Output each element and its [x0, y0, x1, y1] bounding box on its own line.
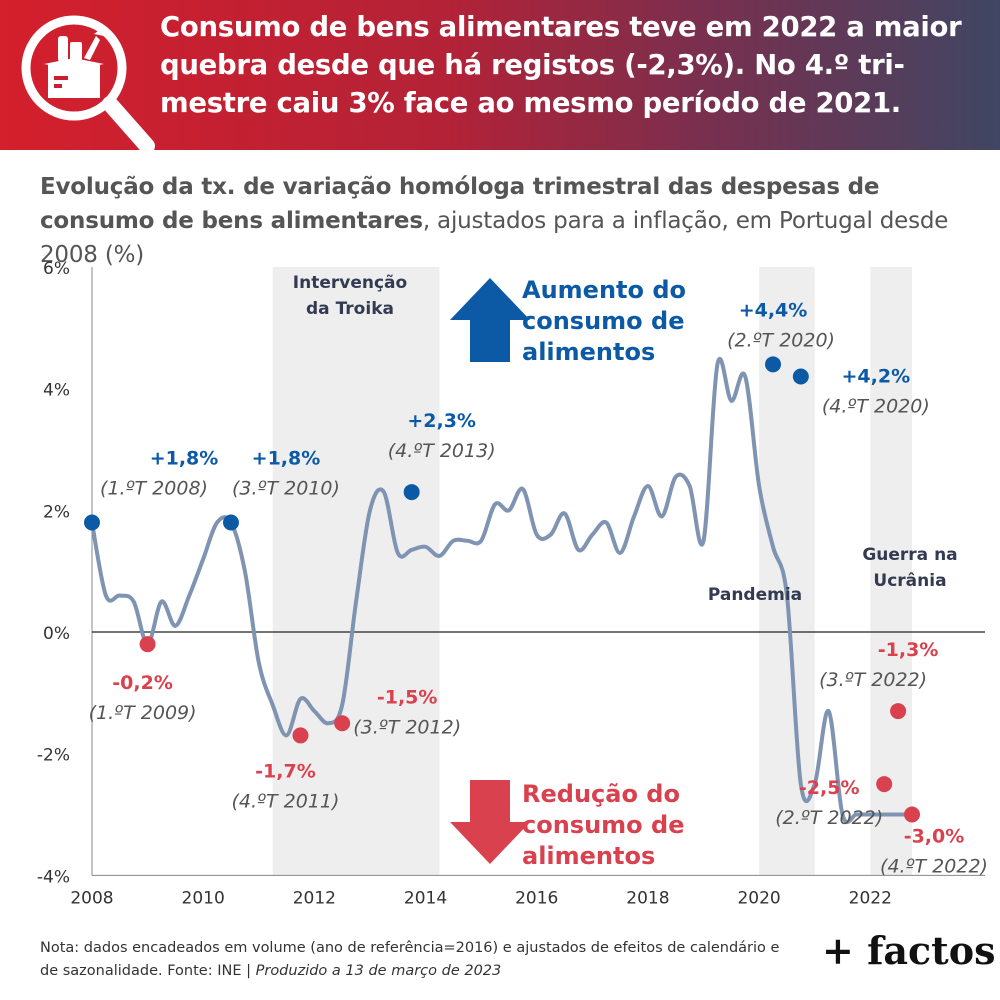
- footnote-italic: Produzido a 13 de março de 2023: [255, 963, 502, 979]
- x-tick-label: 2020: [737, 888, 780, 908]
- down-arrow-icon: [450, 780, 530, 864]
- decrease-annotation-label: alimentos: [522, 842, 655, 870]
- footnote: Nota: dados encadeados em volume (ano de…: [40, 937, 800, 983]
- increase-annotation-label: consumo de: [522, 307, 684, 335]
- highlight-value-label: -2,5%: [799, 777, 860, 799]
- trough-point: [876, 776, 893, 793]
- highlight-period-label: (2.ºT 2022): [775, 807, 883, 829]
- y-tick-label: 0%: [43, 624, 70, 644]
- highlight-value-label: -1,3%: [878, 639, 939, 661]
- highlight-period-label: (1.ºT 2009): [89, 702, 197, 724]
- trough-point: [890, 703, 907, 720]
- y-tick-label: 2%: [43, 502, 70, 522]
- increase-annotation-label: Aumento do: [522, 276, 686, 304]
- highlight-value-label: -0,2%: [112, 672, 173, 694]
- trough-point: [292, 727, 309, 744]
- headline-line: quebra desde que há registos (-2,3%). No…: [160, 49, 905, 81]
- x-tick-label: 2016: [515, 888, 558, 908]
- footnote-text: Nota: dados encadeados em volume (ano de…: [40, 940, 780, 979]
- line-chart: -4% -2% 0% 2% 4% 6% 2008 2010 2012 2014 2016 2018 20…: [37, 259, 988, 908]
- subtitle-bold: Evolução da tx. de variação homóloga tri…: [40, 174, 880, 234]
- shaded-period: [272, 267, 440, 876]
- shaded-period-label: Guerra na: [862, 545, 957, 565]
- highlight-value-label: +4,4%: [739, 299, 808, 321]
- headline: Consumo de bens alimentares teve em 2022…: [160, 8, 990, 122]
- highlight-period-label: (4.ºT 2022): [880, 856, 988, 878]
- brand-logo: + factos: [822, 928, 996, 973]
- header-banner: Consumo de bens alimentares teve em 2022…: [0, 0, 1000, 154]
- y-tick-label: 6%: [43, 259, 70, 279]
- peak-point: [792, 368, 809, 385]
- y-tick-label: 4%: [43, 381, 70, 401]
- peak-point: [765, 356, 782, 373]
- highlight-value-label: +2,3%: [407, 410, 476, 432]
- decrease-annotation-label: Redução do: [522, 780, 680, 808]
- x-tick-label: 2022: [849, 888, 892, 908]
- chart-subtitle: Evolução da tx. de variação homóloga tri…: [40, 170, 990, 272]
- x-tick-label: 2012: [293, 888, 336, 908]
- peak-point: [84, 514, 100, 531]
- highlight-period-label: (4.ºT 2020): [822, 396, 930, 418]
- highlight-period-label: (4.ºT 2011): [232, 790, 340, 812]
- trough-point: [334, 715, 351, 732]
- shaded-period-label: Ucrânia: [873, 571, 946, 591]
- highlight-period-label: (2.ºT 2020): [727, 329, 835, 351]
- increase-annotation-label: alimentos: [522, 338, 655, 366]
- decrease-annotation-label: consumo de: [522, 811, 684, 839]
- highlight-period-label: (3.ºT 2012): [353, 716, 461, 738]
- highlight-value-label: -1,7%: [255, 760, 316, 782]
- groceries-box-magnifier-icon: [21, 15, 155, 154]
- headline-line: mestre caiu 3% face ao mesmo período de …: [160, 87, 901, 119]
- highlight-value-label: -1,5%: [377, 686, 438, 708]
- shaded-period: [870, 267, 912, 876]
- highlight-value-label: +1,8%: [252, 448, 321, 470]
- highlight-value-label: +1,8%: [150, 448, 219, 470]
- shaded-period-label: da Troika: [306, 299, 394, 319]
- subtitle-rest: , ajustados para a inflação, em Portugal…: [40, 208, 949, 268]
- peak-point: [403, 484, 420, 501]
- highlight-value-label: +4,2%: [842, 366, 911, 388]
- trough-point: [139, 636, 156, 653]
- x-tick-label: 2008: [70, 888, 113, 908]
- highlight-period-label: (3.ºT 2022): [819, 669, 927, 691]
- y-tick-label: -4%: [37, 867, 70, 887]
- highlight-period-label: (4.ºT 2013): [388, 440, 496, 462]
- x-tick-label: 2018: [626, 888, 669, 908]
- headline-line: Consumo de bens alimentares teve em 2022…: [160, 11, 962, 43]
- up-arrow-icon: [450, 278, 530, 362]
- peak-point: [222, 514, 239, 531]
- x-tick-label: 2014: [404, 888, 447, 908]
- shaded-period-label: Intervenção: [293, 273, 407, 293]
- highlight-period-label: (3.ºT 2010): [232, 478, 340, 500]
- shaded-period-label: Pandemia: [708, 585, 802, 605]
- x-tick-label: 2010: [182, 888, 225, 908]
- y-tick-label: -2%: [37, 746, 70, 766]
- highlight-value-label: -3,0%: [904, 826, 965, 848]
- trough-point: [904, 806, 920, 823]
- highlight-period-label: (1.ºT 2008): [100, 478, 208, 500]
- series-line: [90, 356, 914, 825]
